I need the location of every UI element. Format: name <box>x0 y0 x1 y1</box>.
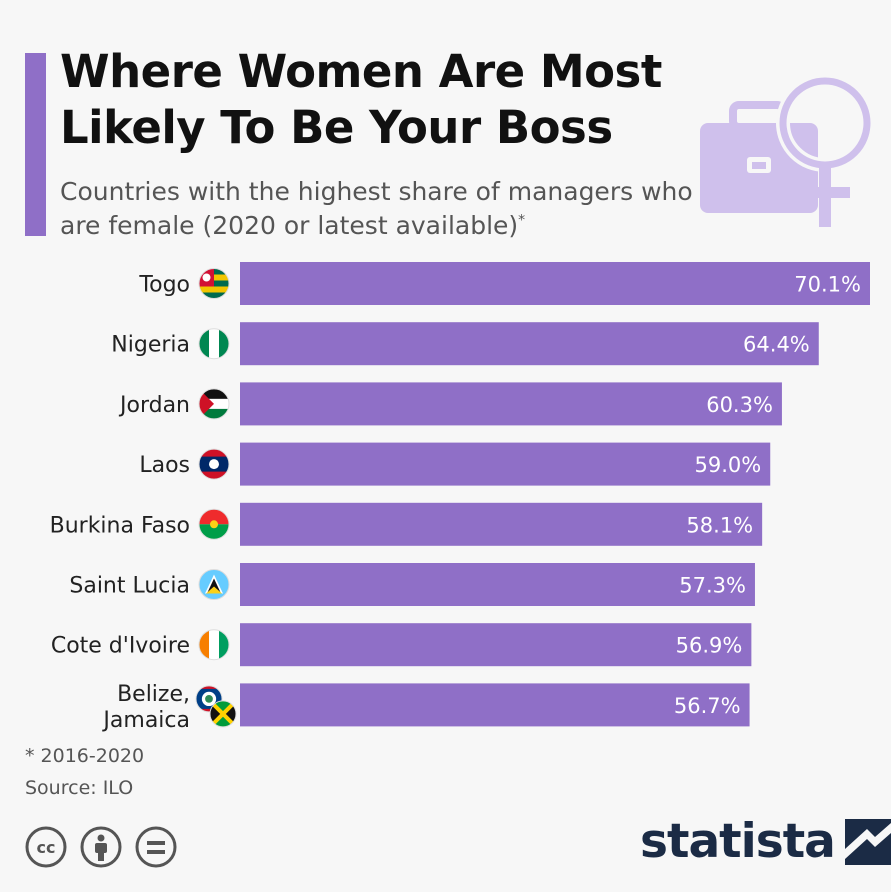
creative-commons-icon[interactable]: cc <box>25 826 67 868</box>
subtitle-text: Countries with the highest share of mana… <box>60 177 693 240</box>
togo-flag-icon <box>198 268 230 299</box>
category-label: Jordan <box>118 393 190 418</box>
bar-row: 58.1% Burkina Faso <box>50 502 763 546</box>
category-label: Saint Lucia <box>69 574 190 599</box>
header-illustration <box>700 74 874 227</box>
data-label: 64.4% <box>743 333 810 357</box>
nigeria-flag-icon <box>198 328 230 360</box>
chart-title: Where Women Are Most Likely To Be Your B… <box>60 45 662 154</box>
category-label: Togo <box>138 273 190 298</box>
statista-logo-icon <box>844 818 891 865</box>
svg-text:cc: cc <box>37 838 56 857</box>
bar-row: 56.7% Belize, Jamaica <box>101 682 750 733</box>
category-label: Belize, Jamaica <box>101 682 190 733</box>
jamaica-flag-icon <box>209 700 237 728</box>
footnote-source: Source: ILO <box>25 777 134 799</box>
accent-bar <box>25 53 46 236</box>
data-label: 56.9% <box>676 634 743 658</box>
brand-name: statista <box>640 814 836 869</box>
chart-subtitle: Countries with the highest share of mana… <box>60 175 720 243</box>
bar <box>240 623 752 667</box>
data-label: 59.0% <box>695 453 762 477</box>
bar-row: 59.0% Laos <box>139 442 771 486</box>
data-label: 57.3% <box>679 574 746 598</box>
statista-logo[interactable]: statista <box>640 814 891 869</box>
bar <box>240 262 870 305</box>
footnote-note: * 2016-2020 <box>25 745 145 767</box>
data-label: 58.1% <box>686 513 753 537</box>
female-symbol-icon <box>776 74 874 227</box>
attribution-icon[interactable] <box>80 826 122 868</box>
bar <box>240 442 771 486</box>
bar <box>240 382 782 426</box>
saint-lucia-flag-icon <box>198 569 230 600</box>
bar-row: 60.3% Jordan <box>118 382 782 426</box>
burkina-faso-flag-icon <box>198 508 230 540</box>
bar <box>240 502 763 546</box>
data-label: 60.3% <box>706 393 773 417</box>
bar-row: 56.9% Cote d'Ivoire <box>51 623 752 667</box>
bar <box>240 563 755 606</box>
data-label: 56.7% <box>674 694 741 718</box>
bar-chart: 70.1% Togo 64.4% Nigeria 60.3% Jordan 59.0% Lao… <box>50 262 870 733</box>
category-label: Laos <box>139 453 190 478</box>
laos-flag-icon <box>198 448 230 480</box>
license-icons: cc <box>25 826 177 868</box>
data-label: 70.1% <box>794 273 861 297</box>
bar-row: 70.1% Togo <box>138 262 870 305</box>
jordan-flag-icon <box>198 388 230 420</box>
category-label: Nigeria <box>111 333 190 358</box>
bar <box>240 322 819 366</box>
bar-row: 64.4% Nigeria <box>111 322 819 366</box>
cote-divoire-flag-icon <box>198 629 230 661</box>
bar <box>240 683 750 727</box>
subtitle-footnote-mark: * <box>518 212 526 229</box>
footnotes: * 2016-2020 Source: ILO <box>25 740 144 804</box>
category-label: Burkina Faso <box>50 513 190 538</box>
bar-row: 57.3% Saint Lucia <box>69 563 755 606</box>
no-derivatives-icon[interactable] <box>135 826 177 868</box>
category-label: Cote d'Ivoire <box>51 634 190 659</box>
